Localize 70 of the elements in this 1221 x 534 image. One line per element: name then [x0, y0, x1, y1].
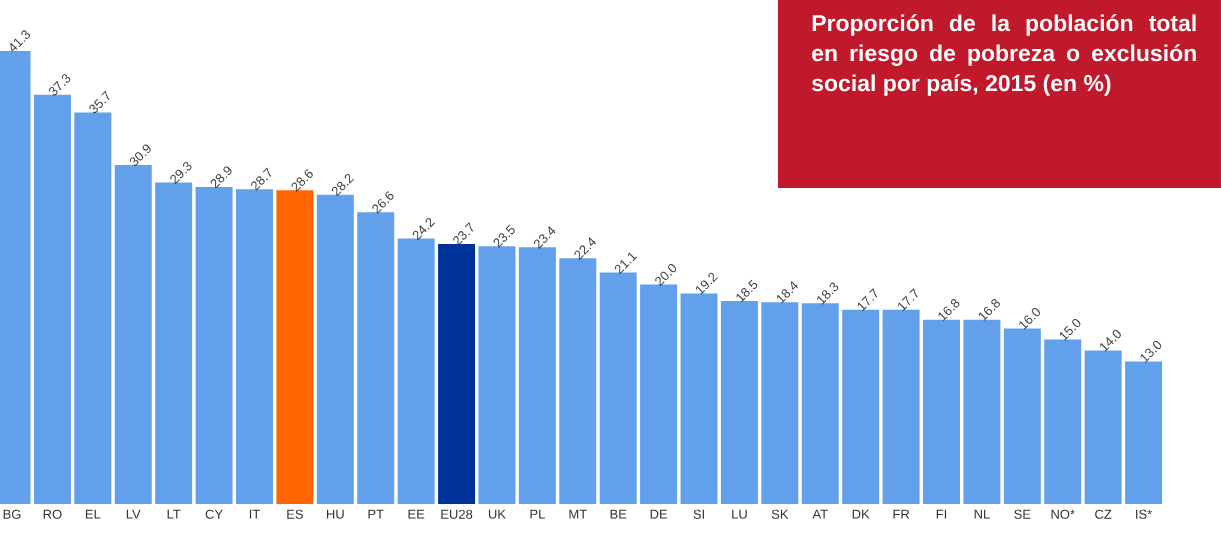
data-label: 41.3 [10, 30, 30, 52]
bar [518, 247, 556, 504]
x-tick-label: IT [249, 509, 260, 519]
x-tick-label: SK [771, 509, 789, 519]
bar [801, 303, 839, 504]
data-label: 37.3 [48, 74, 71, 96]
bar [235, 189, 273, 504]
data-label: 16.8 [978, 299, 1000, 322]
x-tick-label: PL [530, 509, 545, 519]
x-tick-label: FI [936, 509, 947, 519]
bar [155, 182, 193, 504]
data-label: 18.4 [776, 281, 798, 304]
bar [761, 302, 799, 504]
data-label: 29.3 [170, 161, 192, 185]
data-label: 16.8 [938, 299, 960, 322]
x-tick-label: LV [126, 509, 141, 519]
bar [923, 319, 960, 504]
x-tick-label: ES [287, 509, 303, 519]
x-tick-label: NO* [1051, 509, 1075, 519]
x-tick-label: EU28 [441, 509, 473, 519]
x-tick-label: DE [650, 509, 668, 519]
bar [1084, 350, 1122, 504]
bar [599, 272, 637, 504]
bar [963, 319, 1001, 504]
x-tick-label: EL [85, 509, 101, 519]
x-tick-label: AT [812, 509, 828, 519]
x-tick-label: LU [732, 509, 747, 519]
x-tick-label: CY [205, 509, 223, 519]
bar [114, 165, 152, 504]
x-tick-label: IS* [1136, 509, 1153, 519]
data-label: 15.0 [1059, 318, 1081, 341]
chart-title: Proporción de la población total en riesgo de pobreza o exclusión social por país, 2015 (en %) [812, 14, 1196, 96]
bar [882, 309, 920, 504]
bar [1125, 361, 1163, 504]
x-tick-label: HU [326, 509, 344, 519]
bar [316, 194, 354, 504]
data-label: 28.2 [331, 173, 355, 197]
bar [438, 244, 476, 504]
bar [640, 284, 678, 504]
x-tick-label: LT [167, 509, 181, 519]
x-tick-label: CZ [1095, 509, 1112, 519]
x-tick-label: SI [693, 509, 704, 519]
x-tick-label: SE [1014, 509, 1031, 519]
data-label: 24.2 [412, 217, 436, 241]
data-label: 21.1 [614, 252, 638, 275]
bar [276, 190, 314, 504]
data-label: 16.0 [1019, 307, 1041, 330]
bar [559, 258, 597, 504]
x-tick-label: PT [368, 509, 384, 519]
bar [195, 187, 233, 504]
data-label: 20.0 [655, 264, 677, 287]
bar [1044, 339, 1082, 504]
bar [357, 212, 395, 504]
bar [478, 246, 516, 504]
x-tick-label: RO [43, 509, 62, 519]
x-tick-label: EE [408, 509, 425, 519]
x-tick-label: DK [852, 509, 870, 519]
x-tick-label: BE [610, 509, 627, 519]
data-label: 30.9 [129, 144, 151, 166]
bar [74, 112, 112, 504]
x-tick-label: UK [488, 509, 506, 519]
x-tick-label: BG [3, 509, 21, 519]
x-tick-label: MT [569, 509, 587, 519]
bar [1003, 328, 1041, 504]
bar [680, 293, 718, 504]
bar [720, 301, 758, 504]
x-tick-label: FR [893, 509, 910, 519]
bar [397, 238, 435, 504]
x-tick-label: NL [974, 509, 990, 519]
bar [842, 309, 880, 504]
